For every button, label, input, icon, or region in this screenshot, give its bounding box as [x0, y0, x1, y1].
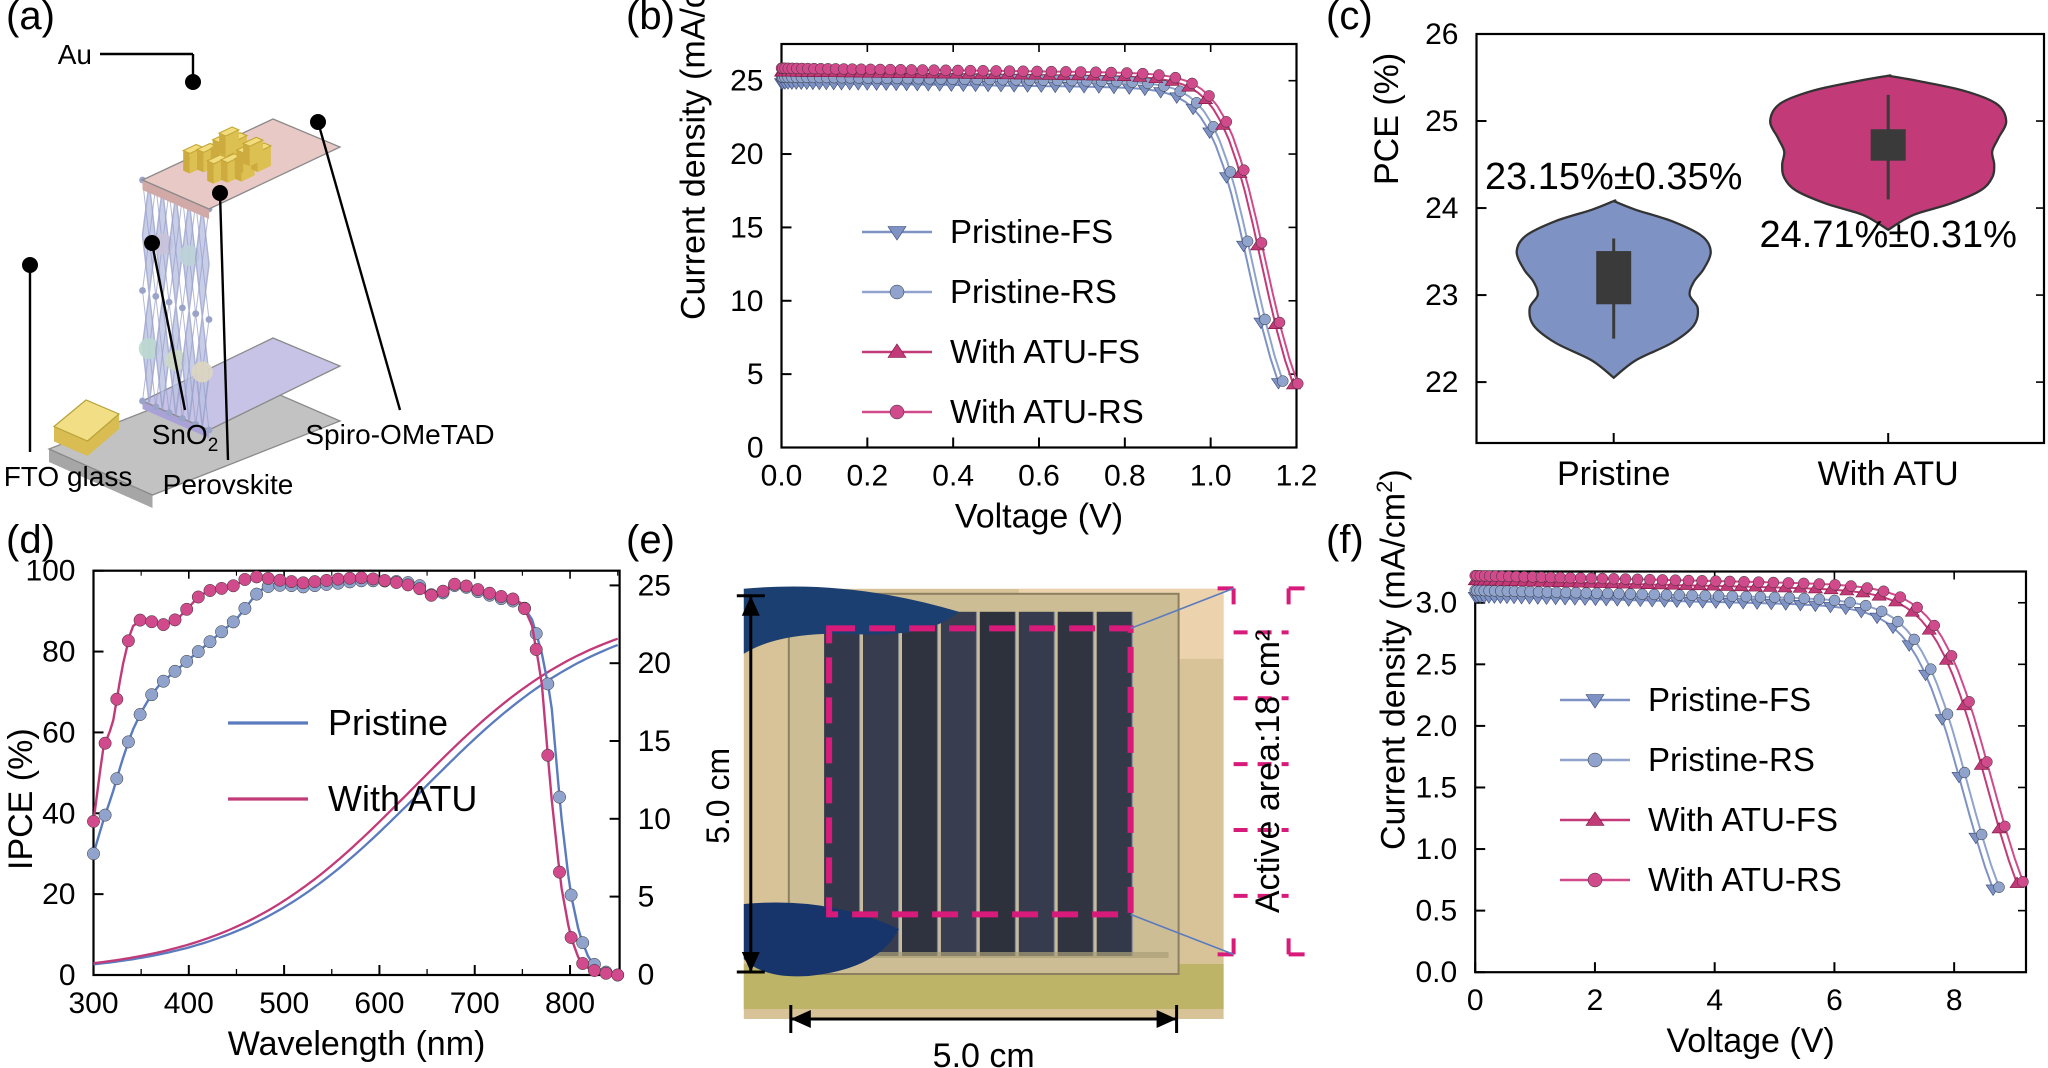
- svg-text:With ATU-FS: With ATU-FS: [1648, 801, 1838, 838]
- svg-text:2.0: 2.0: [1415, 710, 1457, 743]
- svg-text:With ATU-RS: With ATU-RS: [1648, 861, 1842, 898]
- svg-text:1.5: 1.5: [1415, 771, 1457, 804]
- svg-text:0.0: 0.0: [1415, 956, 1457, 989]
- svg-text:0: 0: [1467, 984, 1484, 1017]
- svg-text:8: 8: [1946, 984, 1963, 1017]
- svg-text:2.5: 2.5: [1415, 648, 1457, 681]
- svg-text:2: 2: [1587, 984, 1604, 1017]
- svg-text:0.5: 0.5: [1415, 895, 1457, 928]
- svg-text:6: 6: [1826, 984, 1843, 1017]
- svg-text:4: 4: [1706, 984, 1723, 1017]
- svg-text:Pristine-RS: Pristine-RS: [1648, 741, 1815, 778]
- svg-text:Voltage (V): Voltage (V): [1666, 1022, 1834, 1060]
- svg-text:3.0: 3.0: [1415, 587, 1457, 620]
- svg-text:Pristine-FS: Pristine-FS: [1648, 681, 1811, 718]
- svg-text:1.0: 1.0: [1415, 833, 1457, 866]
